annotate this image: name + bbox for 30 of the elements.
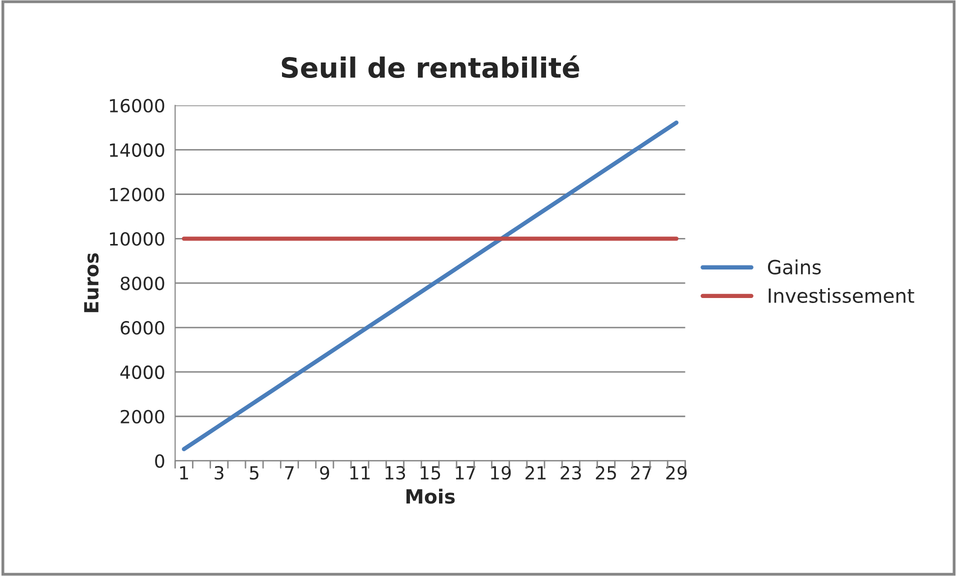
x-tick-label: 1 <box>180 466 188 480</box>
legend-label: Gains <box>768 259 821 274</box>
y-tick-label: 10000 <box>110 232 164 246</box>
y-tick-label: 16000 <box>110 98 164 113</box>
y-tick-label: 12000 <box>110 188 164 202</box>
chart-title: Seuil de rentabilité <box>282 55 580 78</box>
y-tick-label: 4000 <box>120 365 164 380</box>
x-tick-label: 3 <box>214 466 224 480</box>
x-tick-label: 7 <box>285 466 294 480</box>
x-tick-label: 29 <box>666 466 687 480</box>
y-tick-label: 14000 <box>110 143 164 157</box>
y-tick-label: 6000 <box>120 320 164 335</box>
x-tick-label: 9 <box>320 466 330 480</box>
y-tick-label: 2000 <box>120 410 164 424</box>
x-axis-title: Mois <box>406 488 455 504</box>
legend-label: Investissement <box>768 288 914 304</box>
x-tick-label: 25 <box>596 466 616 480</box>
x-tick-label: 15 <box>420 466 440 480</box>
x-tick-label: 27 <box>631 466 652 480</box>
x-tick-label: 17 <box>456 466 476 480</box>
x-tick-label: 21 <box>526 466 546 480</box>
x-tick-label: 5 <box>250 466 258 480</box>
y-tick-label: 8000 <box>120 276 164 290</box>
line-series <box>182 120 679 452</box>
x-tick-label: 23 <box>560 466 581 480</box>
x-tick-label: 19 <box>491 466 511 480</box>
x-tick-label: 11 <box>350 466 370 480</box>
y-tick-label: 0 <box>155 454 164 468</box>
y-axis-title: Euros <box>84 253 99 312</box>
x-tick-label: 13 <box>385 466 406 480</box>
